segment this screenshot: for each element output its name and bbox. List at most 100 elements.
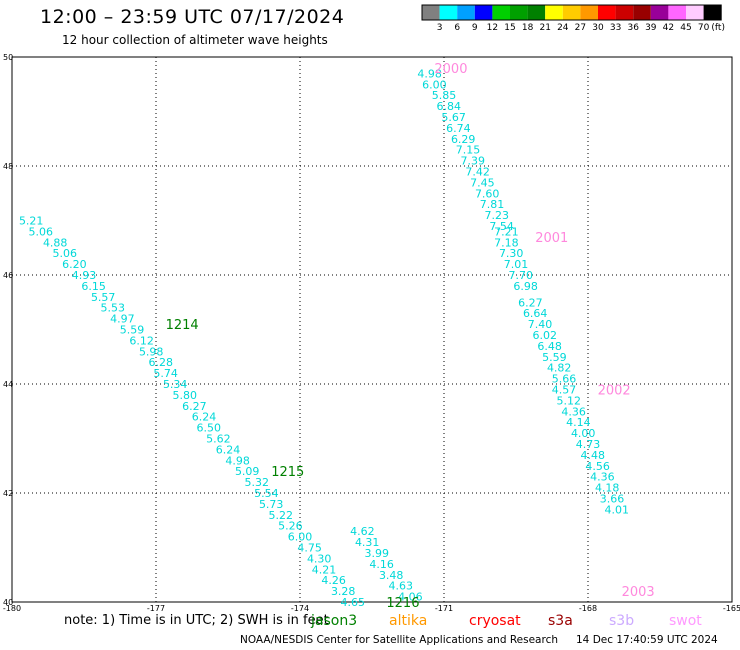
colorbar-swatch [598, 5, 616, 20]
legend-swot: swot [669, 613, 702, 629]
x-tick-label: -177 [147, 604, 165, 613]
legend-cryosat: cryosat [469, 613, 521, 629]
wave-height-label: 4.36 [590, 471, 615, 484]
colorbar-label: 30 [592, 23, 604, 33]
wave-height-label: 4.21 [312, 563, 337, 576]
wave-height-label: 4.30 [307, 552, 332, 565]
colorbar-swatch [510, 5, 528, 20]
wave-height-label: 5.73 [259, 498, 284, 511]
wave-height-label: 7.45 [470, 176, 495, 189]
plot-frame [11, 56, 733, 603]
wave-height-label: 4.63 [389, 580, 414, 593]
wave-height-label: 4.00 [571, 427, 596, 440]
wave-height-label: 5.80 [173, 389, 198, 402]
wave-height-label: 7.15 [456, 144, 481, 157]
x-tick-label: -168 [579, 604, 597, 613]
colorbar-swatch [457, 5, 475, 20]
wave-height-label: 4.98 [417, 67, 442, 80]
wave-height-label: 3.28 [331, 585, 356, 598]
time-annotation: 1214 [166, 318, 199, 333]
time-annotation: 2000 [434, 62, 467, 77]
wave-height-label: 4.56 [585, 460, 610, 473]
wave-height-label: 5.57 [91, 291, 116, 304]
wave-height-label: 7.54 [489, 220, 514, 233]
colorbar-label: 15 [504, 23, 515, 33]
time-annotation: 1216 [386, 596, 419, 611]
colorbar-label: 6 [454, 23, 460, 33]
colorbar-label: 12 [487, 23, 498, 33]
y-tick-label: 42 [3, 489, 13, 498]
wave-height-label: 4.48 [581, 449, 606, 462]
wave-height-label: 5.59 [542, 351, 567, 364]
wave-height-label: 4.75 [297, 542, 322, 555]
colorbar-label: 3 [437, 23, 443, 33]
wave-height-label: 4.98 [225, 454, 250, 467]
wave-height-label: 7.23 [485, 209, 510, 222]
wave-height-label: 5.66 [552, 373, 577, 386]
wave-height-label: 7.70 [509, 269, 534, 282]
y-tick-label: 40 [3, 598, 13, 607]
wave-height-label: 4.65 [341, 596, 366, 609]
wave-height-label: 7.60 [475, 187, 500, 200]
wave-height-label: 6.12 [129, 334, 154, 347]
wave-height-label: 6.64 [523, 307, 548, 320]
colorbar-swatch [527, 5, 546, 20]
wave-height-label: 5.54 [254, 487, 279, 500]
wave-height-label: 6.15 [81, 280, 106, 293]
wave-height-label: 6.24 [192, 411, 217, 424]
credit-text: NOAA/NESDIS Center for Satellite Applica… [240, 634, 558, 646]
wave-height-label: 5.09 [235, 465, 260, 478]
colorbar-label: 70 [698, 23, 710, 33]
colorbar-swatch [650, 5, 669, 20]
colorbar-frame [421, 4, 722, 21]
colorbar-swatch [474, 5, 493, 20]
wave-height-label: 5.67 [441, 111, 466, 124]
wave-height-label: 6.27 [182, 400, 207, 413]
colorbar-label: 18 [522, 23, 534, 33]
wave-height-label: 3.66 [600, 492, 625, 505]
colorbar-swatch [580, 5, 598, 20]
wave-height-label: 5.85 [432, 89, 457, 102]
wave-height-label: 4.18 [595, 482, 620, 495]
colorbar-swatch [492, 5, 510, 20]
y-tick-label: 44 [3, 380, 13, 389]
colorbar-label: 33 [610, 23, 621, 33]
chart-subtitle: 12 hour collection of altimeter wave hei… [62, 33, 328, 47]
wave-height-label: 6.00 [288, 531, 313, 544]
wave-height-label: 3.48 [379, 569, 404, 582]
wave-height-label: 5.06 [29, 225, 54, 238]
wave-height-label: 4.73 [576, 438, 601, 451]
colorbar-label: 24 [557, 23, 569, 33]
x-tick-label: -180 [3, 604, 21, 613]
wave-height-label: 7.21 [494, 225, 519, 238]
colorbar-swatch [703, 5, 722, 20]
colorbar-unit: (ft) [711, 23, 725, 33]
wave-height-label: 5.59 [120, 324, 145, 337]
colorbar-label: 45 [680, 23, 691, 33]
wave-height-label: 5.21 [19, 215, 44, 228]
wave-height-label: 5.34 [163, 378, 188, 391]
time-annotation: 2002 [598, 383, 631, 398]
wave-height-label: 5.06 [53, 247, 78, 260]
wave-height-label: 5.53 [101, 302, 126, 315]
wave-height-label: 6.02 [533, 329, 558, 342]
wave-height-label: 7.42 [465, 165, 490, 178]
wave-height-label: 7.40 [528, 318, 553, 331]
wave-height-label: 6.50 [197, 422, 222, 435]
y-tick-label: 46 [3, 271, 13, 280]
y-tick-label: 50 [3, 53, 13, 62]
colorbar-label: 27 [575, 23, 586, 33]
wave-height-label: 4.36 [561, 405, 586, 418]
wave-height-label: 7.39 [461, 155, 486, 168]
legend-jason3: jason3 [311, 613, 358, 629]
colorbar-label: 21 [539, 23, 550, 33]
y-tick-label: 48 [3, 162, 13, 171]
colorbar-swatch [562, 5, 581, 20]
wave-height-label: 4.31 [355, 536, 380, 549]
colorbar-label: 36 [627, 23, 639, 33]
wave-height-label: 6.00 [422, 78, 447, 91]
footnote: note: 1) Time is in UTC; 2) SWH is in fe… [64, 613, 329, 628]
wave-height-label: 4.01 [605, 503, 630, 516]
wave-height-label: 4.97 [110, 313, 135, 326]
